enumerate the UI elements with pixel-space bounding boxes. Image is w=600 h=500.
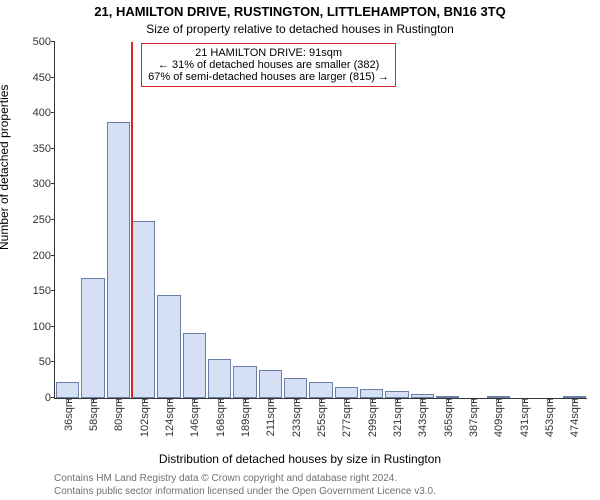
x-tick-label: 277sqm — [339, 398, 353, 437]
y-tick-label: 500 — [33, 36, 55, 48]
x-tick-label: 80sqm — [111, 398, 125, 431]
y-tick-label: 200 — [33, 250, 55, 262]
histogram-bar — [309, 382, 332, 398]
x-tick-label: 189sqm — [238, 398, 252, 437]
y-tick-mark — [51, 112, 55, 113]
footer-line-1: Contains HM Land Registry data © Crown c… — [54, 473, 436, 486]
y-tick-label: 50 — [39, 356, 55, 368]
x-tick-label: 299sqm — [365, 398, 379, 437]
annotation-line: ← 31% of detached houses are smaller (38… — [148, 59, 389, 71]
histogram-bar — [56, 382, 79, 398]
x-tick-label: 409sqm — [491, 398, 505, 437]
y-axis-label: Number of detached properties — [0, 85, 11, 250]
y-tick-mark — [51, 361, 55, 362]
annotation-line: 67% of semi-detached houses are larger (… — [148, 71, 389, 83]
x-tick-label: 453sqm — [542, 398, 556, 437]
x-tick-label: 102sqm — [137, 398, 151, 437]
histogram-bar — [259, 370, 282, 398]
y-tick-mark — [51, 255, 55, 256]
x-tick-label: 36sqm — [61, 398, 75, 431]
y-tick-mark — [51, 326, 55, 327]
x-tick-label: 58sqm — [86, 398, 100, 431]
histogram-bar — [360, 389, 383, 398]
chart-title-address: 21, HAMILTON DRIVE, RUSTINGTON, LITTLEHA… — [0, 4, 600, 19]
x-tick-label: 146sqm — [187, 398, 201, 437]
x-tick-label: 387sqm — [466, 398, 480, 437]
y-tick-label: 450 — [33, 72, 55, 84]
histogram-bar — [284, 378, 307, 398]
histogram-bar — [183, 333, 206, 399]
histogram-bar — [385, 391, 408, 398]
y-tick-label: 250 — [33, 214, 55, 226]
y-tick-label: 150 — [33, 285, 55, 297]
x-axis-label: Distribution of detached houses by size … — [0, 452, 600, 466]
attribution-footer: Contains HM Land Registry data © Crown c… — [54, 473, 436, 498]
histogram-bar — [233, 366, 256, 398]
x-tick-label: 255sqm — [314, 398, 328, 437]
x-tick-label: 365sqm — [441, 398, 455, 437]
y-tick-label: 100 — [33, 321, 55, 333]
y-tick-mark — [51, 148, 55, 149]
y-tick-label: 350 — [33, 143, 55, 155]
x-tick-label: 343sqm — [415, 398, 429, 437]
x-tick-label: 124sqm — [162, 398, 176, 437]
footer-line-2: Contains public sector information licen… — [54, 486, 436, 499]
y-tick-label: 300 — [33, 178, 55, 190]
x-tick-label: 168sqm — [213, 398, 227, 437]
y-tick-mark — [51, 77, 55, 78]
x-tick-label: 321sqm — [390, 398, 404, 437]
histogram-bar — [81, 278, 104, 398]
x-tick-label: 474sqm — [567, 398, 581, 437]
y-tick-label: 400 — [33, 107, 55, 119]
y-tick-mark — [51, 219, 55, 220]
y-tick-mark — [51, 397, 55, 398]
reference-line — [131, 42, 133, 398]
histogram-bar — [335, 387, 358, 398]
y-tick-label: 0 — [45, 392, 55, 404]
y-tick-mark — [51, 183, 55, 184]
y-tick-mark — [51, 41, 55, 42]
x-tick-label: 431sqm — [517, 398, 531, 437]
chart-title-description: Size of property relative to detached ho… — [0, 22, 600, 36]
x-tick-label: 233sqm — [289, 398, 303, 437]
annotation-box: 21 HAMILTON DRIVE: 91sqm← 31% of detache… — [141, 43, 396, 87]
x-tick-label: 211sqm — [263, 398, 277, 436]
annotation-line: 21 HAMILTON DRIVE: 91sqm — [148, 47, 389, 59]
histogram-bar — [157, 295, 180, 398]
histogram-bar — [208, 359, 231, 398]
histogram-bar — [132, 221, 155, 398]
histogram-bar — [107, 122, 130, 398]
y-tick-mark — [51, 290, 55, 291]
histogram-plot-area: 05010015020025030035040045050036sqm58sqm… — [54, 42, 587, 399]
